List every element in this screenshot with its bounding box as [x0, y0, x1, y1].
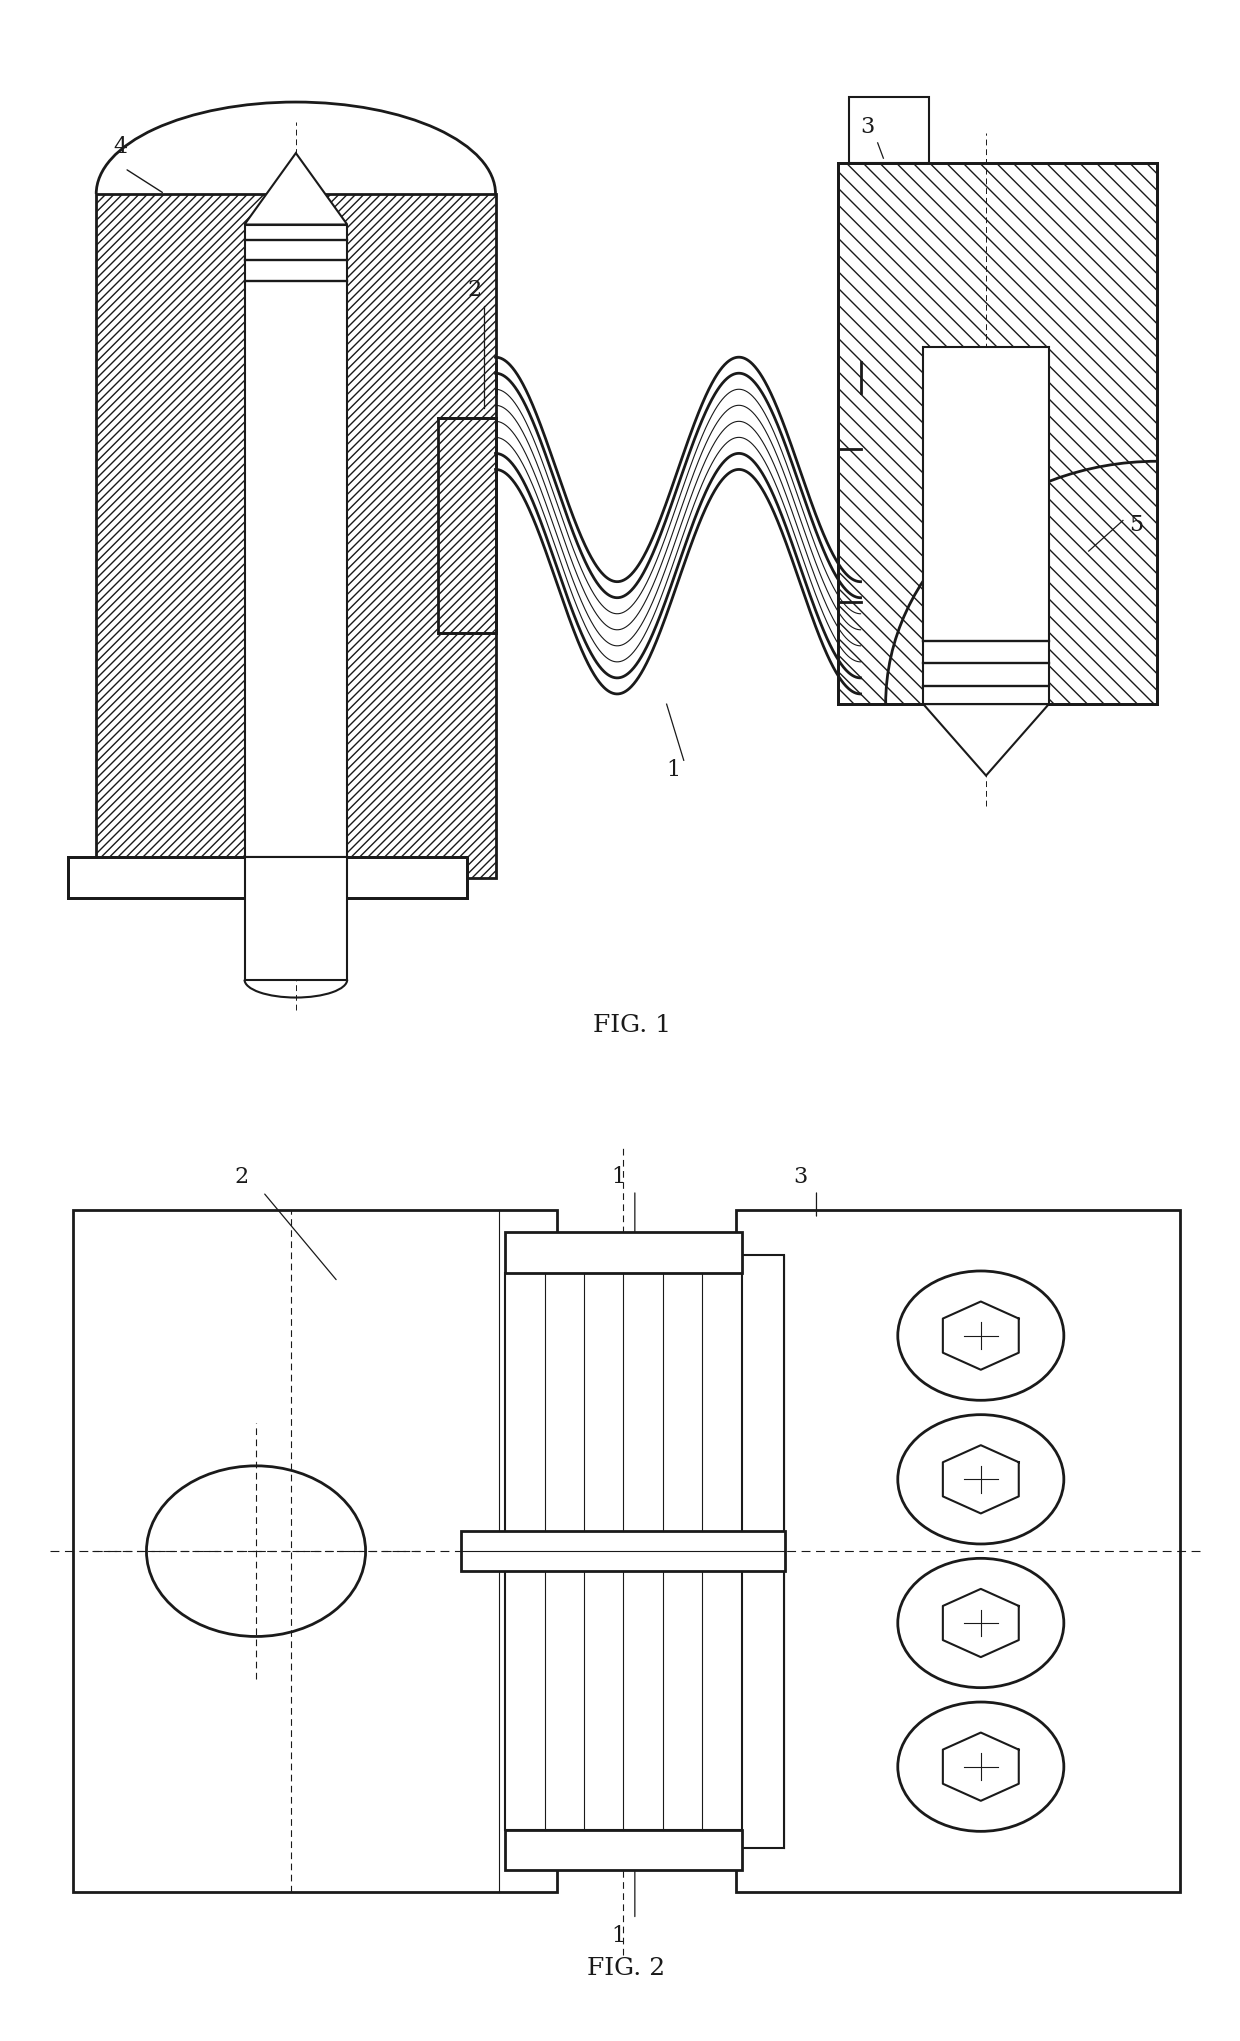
Polygon shape [838, 163, 1157, 704]
Bar [73, 1210, 557, 1892]
Text: 2: 2 [234, 1165, 248, 1188]
Bar [735, 1210, 1179, 1892]
Text: 2: 2 [467, 280, 481, 300]
Bar [68, 857, 467, 898]
Polygon shape [244, 153, 347, 225]
Bar [505, 1829, 742, 1870]
Polygon shape [97, 194, 496, 878]
Text: 1: 1 [667, 759, 681, 780]
Bar [735, 1255, 784, 1847]
Text: 3: 3 [794, 1165, 807, 1188]
Bar [461, 1531, 785, 1572]
Text: 4: 4 [113, 137, 128, 157]
Polygon shape [924, 704, 1049, 776]
Bar [505, 1233, 742, 1274]
Bar [849, 96, 929, 163]
Bar [505, 1274, 742, 1829]
Bar [924, 347, 1049, 704]
Polygon shape [439, 418, 496, 633]
Text: 1: 1 [611, 1165, 626, 1188]
Text: FIG. 1: FIG. 1 [594, 1014, 671, 1037]
Bar [244, 225, 347, 857]
Text: 3: 3 [861, 116, 874, 137]
Text: 5: 5 [1128, 514, 1143, 535]
Bar [244, 857, 347, 980]
Text: FIG. 2: FIG. 2 [587, 1957, 666, 1980]
Text: 1: 1 [611, 1925, 626, 1947]
